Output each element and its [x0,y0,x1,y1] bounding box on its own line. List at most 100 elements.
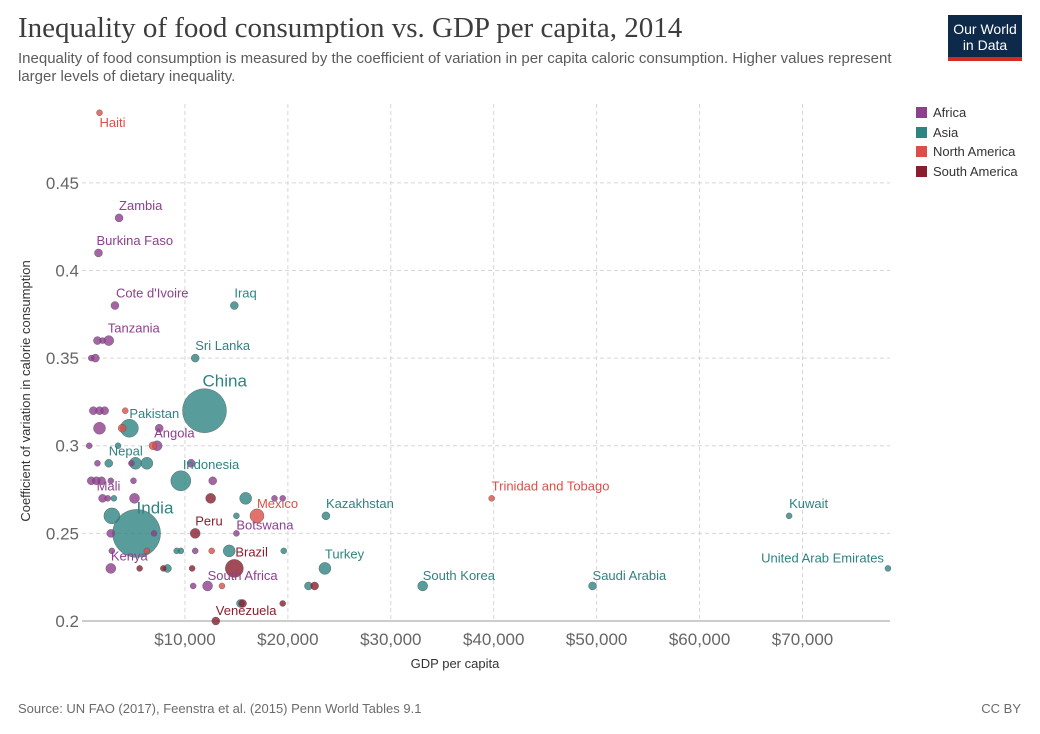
data-point [884,565,892,572]
y-tick-label: 0.25 [46,524,79,543]
data-point [279,495,286,502]
data-point [122,407,129,414]
point-label: United Arab Emirates [761,550,884,565]
y-tick-label: 0.35 [46,349,79,368]
data-point [186,459,196,468]
data-point [249,508,265,524]
y-tick-label: 0.3 [55,437,79,456]
point-label: Kenya [111,548,149,563]
data-point [205,493,216,504]
data-point [108,547,116,555]
data-point [208,547,215,555]
chart-subtitle: Inequality of food consumption is measur… [18,50,892,85]
point-label: India [137,498,174,517]
point-label: Mali [97,478,121,493]
legend: Africa Asia North America South America [916,103,1018,181]
data-point [106,529,116,538]
x-tick-label: $50,000 [566,630,627,649]
data-point [588,581,597,591]
point-label: Haiti [99,115,125,130]
legend-label: North America [933,144,1016,160]
x-tick-label: $20,000 [257,630,318,649]
data-point [97,476,106,485]
data-point [140,457,154,470]
point-label: Pakistan [129,406,179,421]
point-label: Iraq [234,286,256,301]
legend-item-south-america[interactable]: South America [916,162,1018,182]
data-point [188,565,196,572]
x-tick-label: $40,000 [463,630,524,649]
x-axis-label: GDP per capita [411,656,500,671]
source-note: Source: UN FAO (2017), Feenstra et al. (… [18,701,422,716]
point-label: Zambia [119,198,163,213]
data-point [218,582,226,590]
data-point [318,562,332,575]
y-axis-label: Coefficient of variation in calorie cons… [18,260,33,521]
data-point [233,530,240,537]
data-point [189,582,197,590]
point-label: Botswana [236,517,294,532]
legend-item-north-america[interactable]: North America [916,142,1018,162]
data-point [417,580,428,592]
data-point [271,495,278,502]
data-point [99,337,106,344]
x-axis-ticks: $10,000 $20,000 $30,000 $40,000 $50,000 $60,0… [154,630,833,649]
point-label: Kuwait [789,496,828,511]
point-label: Saudi Arabia [593,568,667,583]
point-label: Sri Lanka [195,338,251,353]
logo-line-1: Our World [953,21,1017,37]
data-point [280,547,287,555]
data-point [310,581,319,591]
point-label: Burkina Faso [96,233,173,248]
x-tick-label: $70,000 [772,630,833,649]
legend-label: South America [933,163,1018,179]
data-point [114,213,124,223]
data-point [130,477,137,484]
point-label: China [202,372,247,391]
data-point [86,442,93,449]
legend-item-asia[interactable]: Asia [916,123,1018,143]
data-point [117,424,127,433]
data-point [103,507,121,525]
license-link[interactable]: CC BY [981,701,1021,716]
data-point [128,460,135,467]
point-label: Brazil [235,544,268,559]
data-point [238,599,247,608]
data-point [114,442,122,449]
data-point [230,301,239,310]
owid-logo[interactable]: Our World in Data [948,15,1022,61]
point-label: Indonesia [183,457,240,472]
data-point [239,492,252,505]
y-tick-label: 0.4 [55,261,79,280]
data-point [110,301,120,310]
data-point [279,600,286,607]
point-label: Trinidad and Tobago [492,478,610,493]
y-tick-label: 0.45 [46,174,79,193]
legend-label: Asia [933,124,959,140]
data-point [202,580,213,592]
legend-swatch [916,126,927,138]
data-point [321,511,331,521]
data-point [94,248,103,258]
data-point [170,470,192,491]
legend-label: Africa [933,105,967,121]
data-point [88,354,95,362]
data-point [160,565,167,572]
data-point [105,563,117,574]
logo-line-2: in Data [962,37,1008,53]
point-label: Tanzania [108,321,161,336]
x-tick-label: $10,000 [154,630,215,649]
data-point [129,493,140,504]
legend-item-africa[interactable]: Africa [916,103,1018,123]
data-point [154,424,164,433]
x-tick-label: $60,000 [669,630,730,649]
point-labels: Haiti Zambia Burkina Faso Cote d'Ivoire Iraq… [96,115,884,618]
point-label: Turkey [325,546,365,561]
point-label: South Korea [423,568,496,583]
legend-swatch [916,107,927,119]
point-label: Angola [154,426,195,441]
point-label: Venezuela [216,603,277,618]
data-point [191,353,200,363]
point-label: Peru [195,513,222,528]
data-point [94,460,101,467]
